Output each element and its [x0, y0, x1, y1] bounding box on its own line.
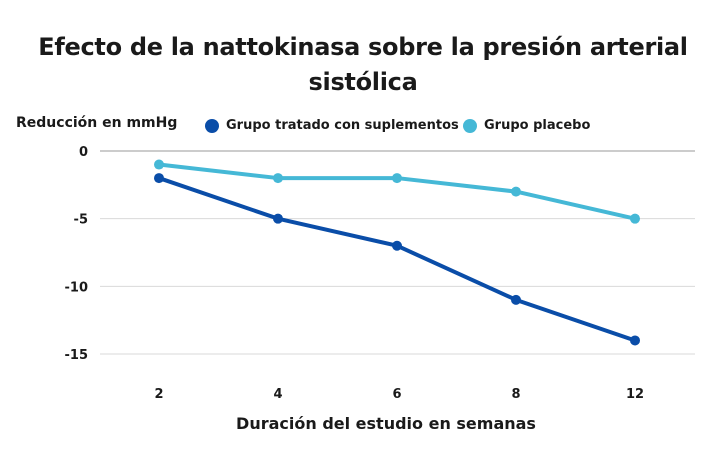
legend-marker-treated	[205, 118, 219, 133]
y-tick-label: -10	[65, 280, 89, 295]
x-tick-label: 4	[273, 387, 282, 402]
x-tick-label: 2	[154, 387, 163, 402]
data-point-placebo	[392, 173, 402, 184]
x-tick-label: 12	[626, 387, 644, 402]
data-point-treated	[511, 294, 521, 305]
data-point-placebo	[511, 186, 521, 197]
y-tick-label: 0	[79, 145, 88, 160]
x-tick-label: 8	[511, 387, 520, 402]
legend-label-placebo: Grupo placebo	[484, 118, 591, 133]
series-line-placebo	[157, 162, 637, 221]
y-axis-label: Reducción en mmHg	[16, 115, 178, 131]
data-point-treated	[630, 335, 640, 346]
chart-title: Efecto de la nattokinasa sobre la presió…	[38, 33, 688, 96]
data-point-placebo	[154, 159, 164, 170]
data-point-treated	[154, 173, 164, 184]
x-axis-label: Duración del estudio en semanas	[236, 414, 536, 433]
legend-label-treated: Grupo tratado con suplementos	[226, 118, 459, 133]
y-tick-label: -15	[65, 348, 89, 363]
legend-marker-placebo	[463, 118, 477, 133]
data-point-treated	[273, 213, 283, 224]
x-tick-label: 6	[392, 387, 401, 402]
data-point-placebo	[630, 213, 640, 224]
legend-item-treated: Grupo tratado con suplementos	[205, 118, 459, 133]
legend-item-placebo: Grupo placebo	[463, 118, 590, 133]
y-tick-label: -5	[74, 213, 88, 228]
data-point-treated	[392, 240, 402, 251]
data-point-placebo	[273, 173, 283, 184]
